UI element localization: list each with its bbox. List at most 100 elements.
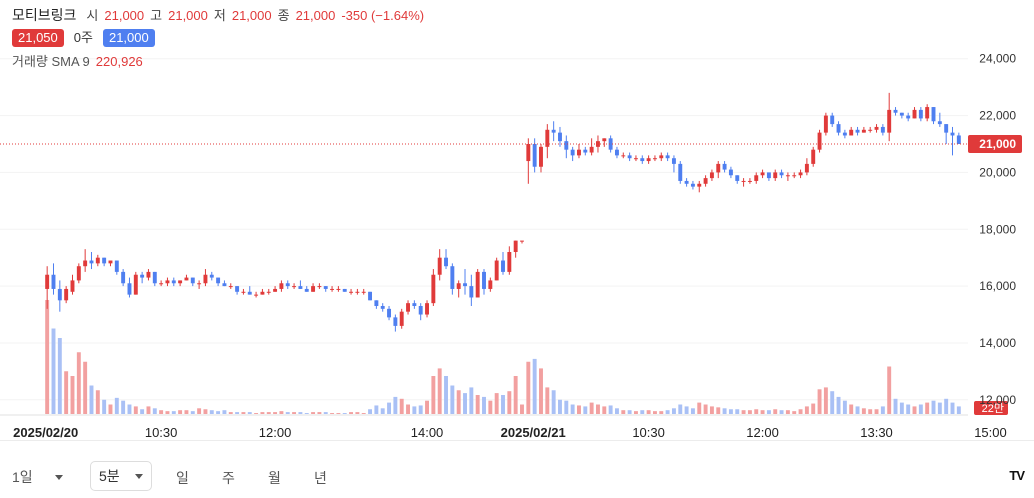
volume-bar [811, 403, 816, 414]
candle-body [931, 107, 936, 122]
candle-body [747, 180, 752, 182]
candle-body [418, 306, 423, 315]
open-label: 시 [86, 8, 99, 23]
candle-body [817, 132, 822, 150]
volume-bar [861, 408, 866, 414]
volume-bar [387, 402, 392, 414]
candle-body [121, 271, 126, 284]
candle-body [836, 124, 841, 133]
candle-body [406, 303, 410, 312]
candle-body [842, 132, 847, 136]
ask-price-badge[interactable]: 21,050 [12, 29, 64, 47]
volume-bar [254, 413, 259, 414]
candle-body [690, 183, 695, 187]
candle-body [918, 109, 923, 119]
tradingview-logo[interactable]: TV [1009, 468, 1025, 483]
price-chart[interactable]: 21,000 22만 24,000 22,000 20,000 18,000 16,000… [0, 0, 1034, 440]
volume-bar [431, 376, 436, 414]
candle-body [659, 155, 664, 159]
volume-bar [741, 410, 746, 414]
candle-body [912, 109, 917, 119]
candle-body [456, 283, 461, 289]
candle-body [431, 274, 436, 304]
range-select[interactable]: 1일 [12, 467, 63, 487]
x-tick-label: 12:00 [746, 425, 779, 440]
candle-body [532, 144, 537, 167]
volume-bar [633, 411, 638, 414]
volume-bar [697, 402, 702, 414]
tab-day[interactable]: 일 [176, 470, 189, 486]
volume-bar [463, 393, 467, 414]
change-value: -350 (−1.64%) [341, 8, 425, 23]
volume-bar [70, 376, 75, 414]
volume-bar [165, 411, 170, 414]
volume-bar [83, 361, 88, 414]
tab-week[interactable]: 주 [222, 470, 235, 486]
volume-bar [608, 405, 613, 414]
volume-bar [152, 408, 157, 414]
volume-bar [45, 300, 50, 414]
volume-bar [678, 404, 683, 414]
candle-body [89, 260, 94, 264]
x-tick-label: 2025/02/21 [501, 425, 566, 440]
candle-body [703, 178, 708, 184]
candle-body [728, 169, 733, 176]
candle-body [614, 149, 619, 156]
tab-year[interactable]: 년 [314, 470, 327, 486]
axes: 24,000 22,000 20,000 18,000 16,000 14,000 12,0… [0, 52, 1016, 440]
candle-body [279, 283, 284, 289]
volume-bar [665, 410, 670, 414]
candle-body [779, 172, 784, 176]
candle-body [399, 311, 404, 326]
candle-body [133, 274, 138, 295]
volume-bar [190, 411, 195, 414]
volume-bar [912, 406, 917, 414]
gridlines [0, 58, 968, 401]
volume-bar [292, 412, 297, 414]
volume-bar [425, 400, 429, 414]
candle-body [792, 175, 797, 177]
candle-body [627, 155, 632, 159]
candle-body [602, 138, 607, 142]
volume-bar [133, 406, 138, 414]
volume-bar [361, 413, 366, 414]
chevron-down-icon [135, 473, 143, 479]
volume-bar [728, 409, 733, 414]
candle-body [469, 286, 474, 298]
volume-bar [273, 412, 278, 414]
stock-name: 모티브링크 [12, 7, 77, 23]
candle-body [260, 291, 265, 295]
volume-bar [330, 413, 335, 414]
candle-body [323, 286, 328, 289]
volume-bar [583, 406, 588, 414]
low-value: 21,000 [231, 8, 272, 23]
candle-body [171, 280, 176, 284]
volume-bar [418, 405, 423, 414]
volume-bar [887, 366, 892, 414]
volume-bar [235, 412, 240, 414]
bid-price-badge[interactable]: 21,000 [102, 29, 155, 47]
candle-body [140, 274, 145, 278]
volume-bar [532, 358, 537, 414]
volume-bar [260, 412, 265, 414]
candle-body [393, 317, 398, 326]
chart-area[interactable]: 21,000 22만 24,000 22,000 20,000 18,000 16,000… [0, 0, 1034, 440]
volume-bar [716, 407, 721, 414]
volume-bar [456, 390, 461, 414]
volume-bar [570, 404, 575, 414]
volume-bar [640, 410, 645, 414]
candle-body [209, 274, 214, 278]
volume-bar [228, 412, 233, 414]
candle-body [114, 260, 119, 272]
candle-body [785, 175, 790, 177]
tab-month[interactable]: 월 [268, 470, 281, 486]
candle-body [874, 126, 879, 130]
volume-bar [735, 409, 740, 414]
candle-body [266, 291, 271, 293]
candle-body [412, 303, 417, 306]
volume-bar [823, 387, 828, 414]
y-tick-label: 14,000 [979, 336, 1016, 350]
volume-bar [304, 413, 309, 414]
candle-body [437, 257, 442, 275]
interval-select[interactable]: 5분 [90, 461, 152, 491]
